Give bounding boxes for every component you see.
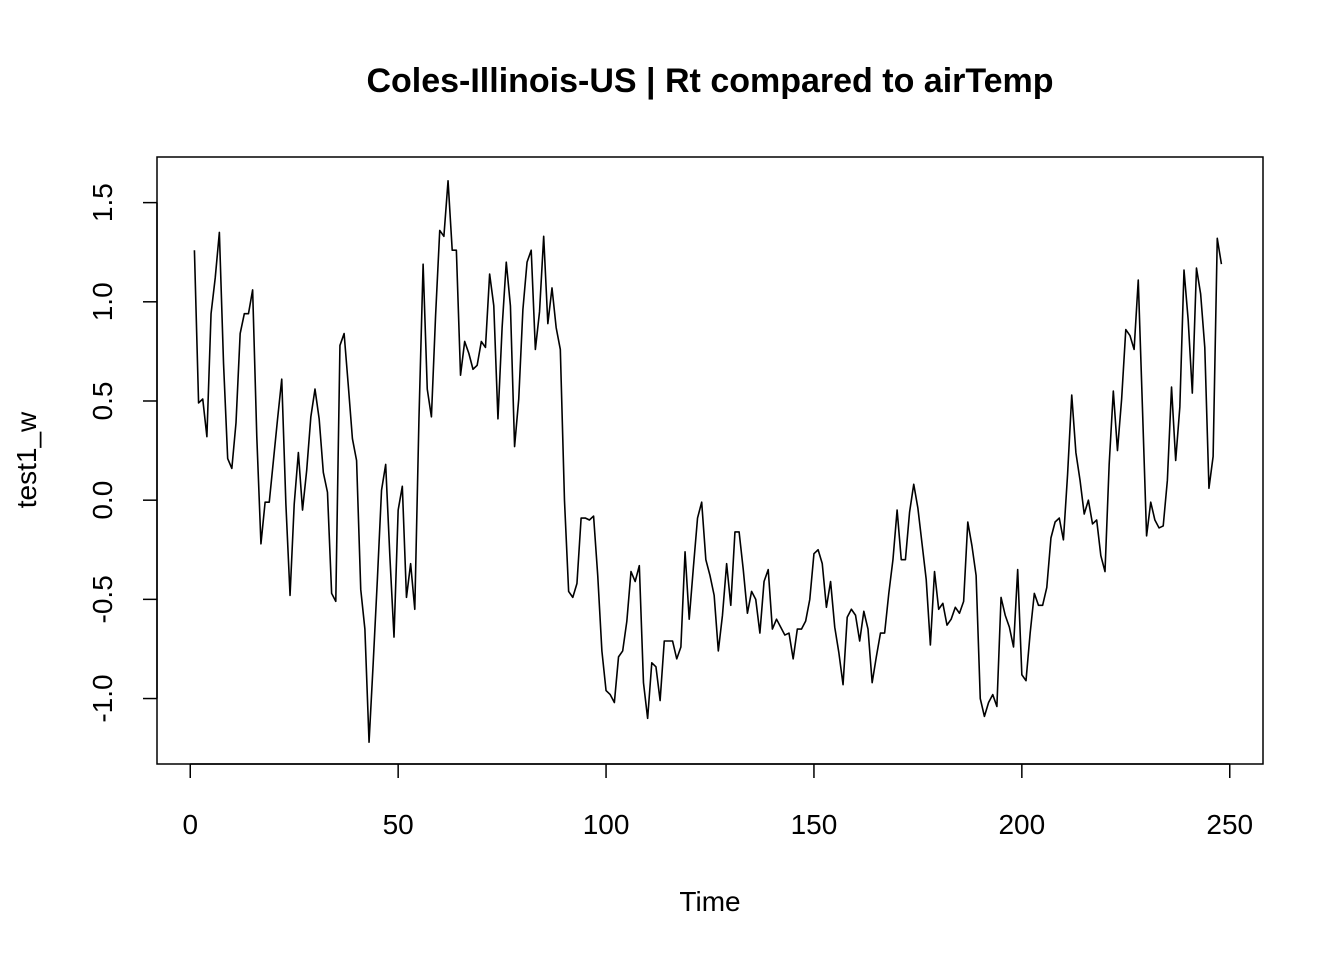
y-tick-label: 1.5 (87, 183, 118, 222)
x-tick-label: 200 (998, 809, 1045, 840)
x-tick-label: 100 (583, 809, 630, 840)
y-tick-label: -1.0 (87, 674, 118, 722)
x-axis-label: Time (679, 886, 740, 917)
y-tick-label: -0.5 (87, 575, 118, 623)
x-axis: 0 50 100 150 200 250 (182, 763, 1253, 840)
y-axis-label: test1_w (11, 411, 42, 508)
x-tick-label: 0 (182, 809, 198, 840)
y-tick-label: 0.5 (87, 382, 118, 421)
x-tick-label: 50 (383, 809, 414, 840)
x-tick-label: 150 (791, 809, 838, 840)
chart-title: Coles-Illinois-US | Rt compared to airTe… (366, 62, 1053, 100)
y-tick-label: 1.0 (87, 282, 118, 321)
y-axis: -1.0 -0.5 0.0 0.5 1.0 1.5 (87, 183, 158, 723)
y-tick-label: 0.0 (87, 481, 118, 520)
series-line (193, 180, 1223, 743)
x-tick-label: 250 (1206, 809, 1253, 840)
